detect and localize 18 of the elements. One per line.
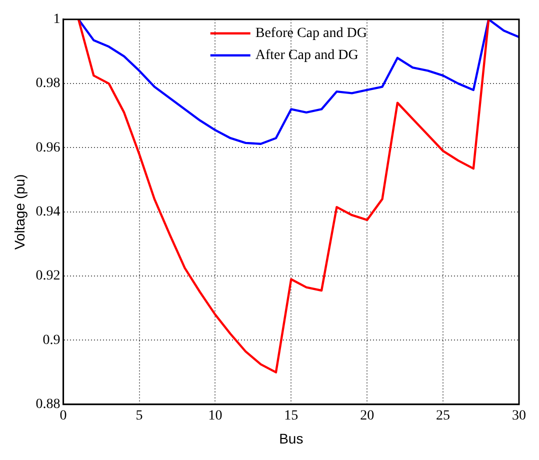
y-tick-label: 1 [53, 12, 60, 28]
x-tick-label: 15 [284, 408, 298, 424]
y-tick-label: 0.92 [36, 268, 60, 284]
y-axis-title: Voltage (pu) [11, 174, 28, 250]
x-axis-title: Bus [279, 430, 304, 446]
legend-label: After Cap and DG [255, 48, 358, 64]
x-tick-label: 30 [512, 408, 526, 424]
y-tick-label: 0.94 [36, 204, 60, 220]
y-tick-label: 0.88 [36, 397, 60, 412]
y-tick-label: 0.9 [42, 332, 60, 348]
x-tick-label: 5 [136, 408, 143, 424]
y-tick-label: 0.98 [36, 76, 60, 92]
x-tick-label: 20 [360, 408, 374, 424]
x-tick-label: 0 [60, 408, 67, 424]
y-tick-label: 0.96 [36, 140, 60, 156]
x-tick-label: 25 [436, 408, 450, 424]
legend-label: Before Cap and DG [255, 26, 367, 42]
x-tick-label: 10 [208, 408, 222, 424]
